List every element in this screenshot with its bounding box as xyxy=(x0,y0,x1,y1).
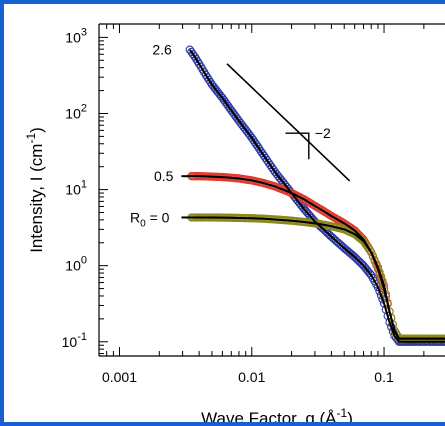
data-point-1 xyxy=(219,95,229,105)
fit-line-2 xyxy=(191,175,445,340)
data-point-3 xyxy=(368,251,378,261)
x-tick-label: 0.001 xyxy=(102,369,137,385)
y-axis-title: Intensity, I (cm-1) xyxy=(24,127,46,253)
series-label-text: 2.6 xyxy=(152,42,172,58)
series-label-rest: = 0 xyxy=(146,209,170,225)
data-point-1 xyxy=(221,97,230,107)
slope-label: −2 xyxy=(315,125,331,141)
series-label: 2.6 xyxy=(152,42,172,58)
y-tick-label: 100 xyxy=(65,255,87,274)
series-label-sub: 0 xyxy=(140,218,146,229)
slope-triangle xyxy=(285,132,310,160)
y-tick-exponent: -1 xyxy=(77,331,87,343)
data-point-1 xyxy=(353,255,362,265)
data-point-1 xyxy=(354,257,364,266)
fit-line-3 xyxy=(191,216,445,340)
x-axis-title-close: ) xyxy=(347,409,353,426)
data-point-3 xyxy=(367,248,376,257)
y-tick-exponent: 2 xyxy=(81,102,87,114)
y-tick-base: 10 xyxy=(62,334,78,350)
data-point-1 xyxy=(352,254,361,263)
x-tick-label: 0.01 xyxy=(238,369,265,385)
y-axis-title-close: ) xyxy=(27,127,46,133)
x-axis-title: Wave Factor, q (Å-1) xyxy=(201,406,353,426)
y-tick-base: 10 xyxy=(65,29,81,45)
data-point-1 xyxy=(225,104,234,113)
series-label-text: 0.5 xyxy=(154,168,174,184)
y-tick-label: 102 xyxy=(65,102,87,121)
data-point-1 xyxy=(222,100,231,109)
x-axis-title-sup: -1 xyxy=(337,406,348,420)
y-tick-label: 10-1 xyxy=(62,331,87,350)
series-label: R0 = 0 xyxy=(130,209,170,229)
y-tick-base: 10 xyxy=(65,258,81,274)
y-tick-exponent: 3 xyxy=(81,26,87,38)
y-tick-base: 10 xyxy=(65,182,81,198)
y-tick-label: 101 xyxy=(65,179,87,198)
data-point-1 xyxy=(356,258,365,267)
y-axis-title-main: Intensity, I (cm xyxy=(27,144,46,253)
data-point-1 xyxy=(350,252,359,262)
y-axis-title-sup: -1 xyxy=(24,133,38,144)
slope-line xyxy=(226,63,351,182)
y-tick-base: 10 xyxy=(65,105,81,121)
x-axis-title-main: Wave Factor, q (Å xyxy=(201,409,337,426)
series-label-main: R xyxy=(130,209,140,225)
fit-line-1 xyxy=(188,49,445,343)
y-tick-label: 103 xyxy=(65,26,87,45)
series-label: 0.5 xyxy=(154,168,174,184)
y-tick-exponent: 1 xyxy=(81,179,87,191)
x-tick-label: 0.1 xyxy=(374,369,394,385)
data-point-1 xyxy=(224,102,233,111)
data-point-3 xyxy=(370,255,379,264)
data-point-1 xyxy=(218,93,227,103)
y-tick-exponent: 0 xyxy=(81,255,87,267)
